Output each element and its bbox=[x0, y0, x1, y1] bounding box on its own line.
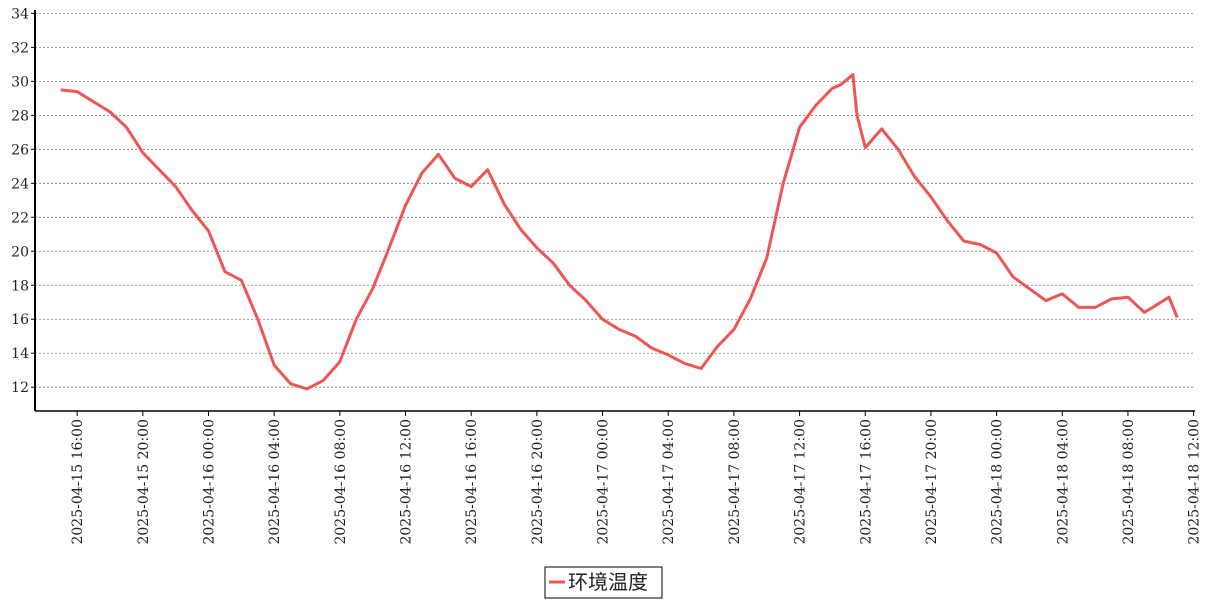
x-tick-label: 2025-04-18 04:00 bbox=[1055, 419, 1071, 545]
x-tick-label: 2025-04-17 20:00 bbox=[924, 419, 940, 545]
y-tick-label: 30 bbox=[11, 74, 29, 90]
x-tick-label: 2025-04-17 12:00 bbox=[793, 419, 809, 545]
x-tick-label: 2025-04-17 16:00 bbox=[858, 419, 874, 545]
y-tick-label: 16 bbox=[11, 312, 29, 328]
x-tick-label: 2025-04-16 20:00 bbox=[530, 419, 546, 545]
legend-label: 环境温度 bbox=[568, 570, 648, 594]
y-tick-label: 18 bbox=[11, 278, 29, 294]
y-tick-label: 12 bbox=[11, 380, 29, 396]
y-tick-label: 20 bbox=[11, 244, 29, 260]
x-tick-label: 2025-04-17 08:00 bbox=[727, 419, 743, 545]
x-tick-label: 2025-04-15 16:00 bbox=[70, 419, 86, 545]
y-tick-label: 22 bbox=[11, 210, 29, 226]
x-tick-label: 2025-04-16 00:00 bbox=[201, 419, 217, 545]
line bbox=[60, 73, 1179, 391]
x-tick-label: 2025-04-16 08:00 bbox=[333, 419, 349, 545]
y-tick-label: 24 bbox=[11, 176, 29, 192]
x-tick-label: 2025-04-17 00:00 bbox=[596, 419, 612, 545]
x-tick-label: 2025-04-16 04:00 bbox=[267, 419, 283, 545]
x-tick-label: 2025-04-18 08:00 bbox=[1121, 419, 1137, 545]
y-tick-label: 32 bbox=[11, 40, 29, 56]
y-tick-label: 28 bbox=[11, 108, 29, 124]
y-tick-label: 26 bbox=[11, 142, 29, 158]
legend: 环境温度 bbox=[544, 566, 663, 599]
y-tick-label: 14 bbox=[11, 346, 29, 362]
x-tick-label: 2025-04-16 16:00 bbox=[464, 419, 480, 545]
x-tick-label: 2025-04-18 12:00 bbox=[1187, 419, 1203, 545]
x-tick-label: 2025-04-17 04:00 bbox=[661, 419, 677, 545]
x-tick-label: 2025-04-18 00:00 bbox=[990, 419, 1006, 545]
x-tick-label: 2025-04-16 12:00 bbox=[399, 419, 415, 545]
y-tick-label: 34 bbox=[11, 6, 29, 22]
x-tick-label: 2025-04-15 20:00 bbox=[136, 419, 152, 545]
